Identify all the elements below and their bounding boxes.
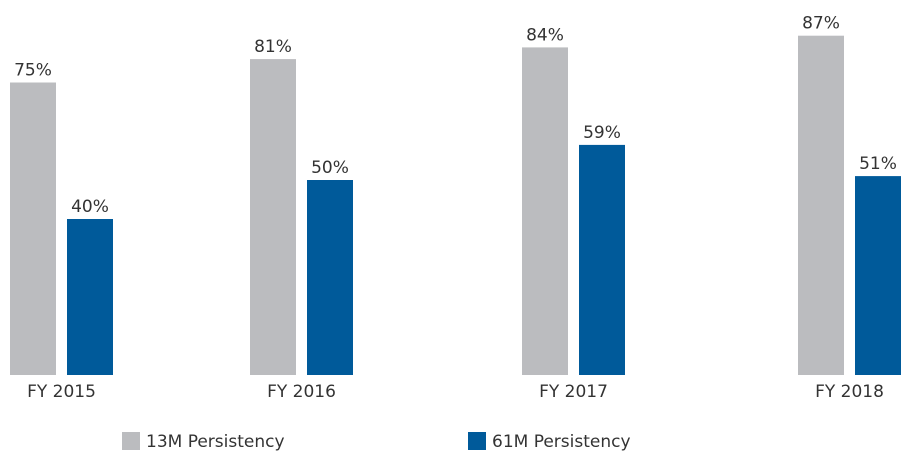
x-tick-label: FY 2016	[267, 382, 336, 402]
x-tick-label: FY 2018	[815, 382, 884, 402]
bar	[307, 180, 353, 375]
value-label: 87%	[802, 14, 840, 34]
bar	[579, 144, 625, 375]
bar	[798, 35, 844, 375]
bar	[10, 82, 56, 375]
legend-label: 13M Persistency	[146, 432, 285, 452]
value-label: 59%	[583, 123, 621, 143]
x-tick-label: FY 2017	[539, 382, 608, 402]
value-label: 81%	[254, 37, 292, 57]
value-label: 75%	[14, 61, 52, 81]
bar	[855, 176, 901, 375]
bar	[522, 47, 568, 376]
value-label: 51%	[859, 154, 897, 174]
x-tick-label: FY 2015	[27, 382, 96, 402]
legend-swatch	[468, 432, 486, 450]
legend-swatch	[122, 432, 140, 450]
bar	[67, 219, 113, 375]
bar	[250, 59, 296, 375]
legend-label: 61M Persistency	[492, 432, 631, 452]
value-label: 40%	[71, 197, 109, 217]
value-label: 50%	[311, 158, 349, 178]
value-label: 84%	[526, 25, 564, 45]
